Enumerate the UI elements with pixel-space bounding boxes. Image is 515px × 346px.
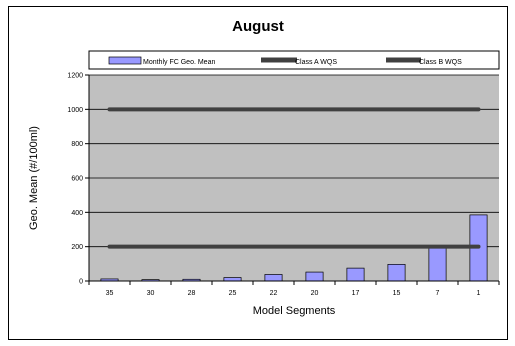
y-tick-label-400: 400 (71, 210, 83, 217)
bar-segment-7 (428, 247, 447, 282)
legend-label-bar: Monthly FC Geo. Mean (143, 59, 215, 66)
y-tick-label-0: 0 (79, 279, 83, 286)
y-tick-label-800: 800 (71, 141, 83, 148)
legend: Monthly FC Geo. Mean Class A WQS Class B… (88, 50, 500, 70)
reference-lines (107, 107, 481, 249)
x-tick-label-25: 25 (229, 290, 237, 297)
y-tick-label-200: 200 (71, 244, 83, 251)
x-tick-label-20: 20 (311, 290, 319, 297)
legend-label-class-b: Class B WQS (419, 59, 462, 66)
chart-svg: August Monthly FC Geo. Mean Class A WQS … (28, 18, 500, 317)
x-tick-label-35: 35 (106, 290, 114, 297)
bar-segment-15 (387, 263, 406, 282)
y-axis-ticks: 0 200 400 600 800 1000 1200 (67, 73, 89, 286)
legend-label-class-a: Class A WQS (295, 59, 337, 66)
x-axis-ticks: 35 30 28 25 22 20 17 15 7 1 (88, 281, 500, 297)
x-tick-label-28: 28 (188, 290, 196, 297)
chart-title: August (232, 18, 284, 35)
x-tick-label-15: 15 (393, 290, 401, 297)
bar-segment-17 (346, 267, 365, 282)
x-tick-label-7: 7 (436, 290, 440, 297)
x-tick-label-22: 22 (270, 290, 278, 297)
y-tick-label-600: 600 (71, 176, 83, 183)
bar-segment-25 (223, 277, 242, 282)
y-tick-label-1200: 1200 (67, 73, 83, 80)
x-axis-title: Model Segments (253, 305, 336, 317)
x-tick-label-1: 1 (477, 290, 481, 297)
chart-frame: August Monthly FC Geo. Mean Class A WQS … (8, 6, 508, 340)
x-tick-label-17: 17 (352, 290, 360, 297)
x-tick-label-30: 30 (147, 290, 155, 297)
y-tick-label-1000: 1000 (67, 107, 83, 114)
bar-segment-22 (264, 274, 283, 282)
bar-segment-20 (305, 271, 324, 282)
y-axis-title: Geo. Mean (#/100ml) (28, 126, 40, 230)
legend-swatch-bar (108, 56, 142, 65)
